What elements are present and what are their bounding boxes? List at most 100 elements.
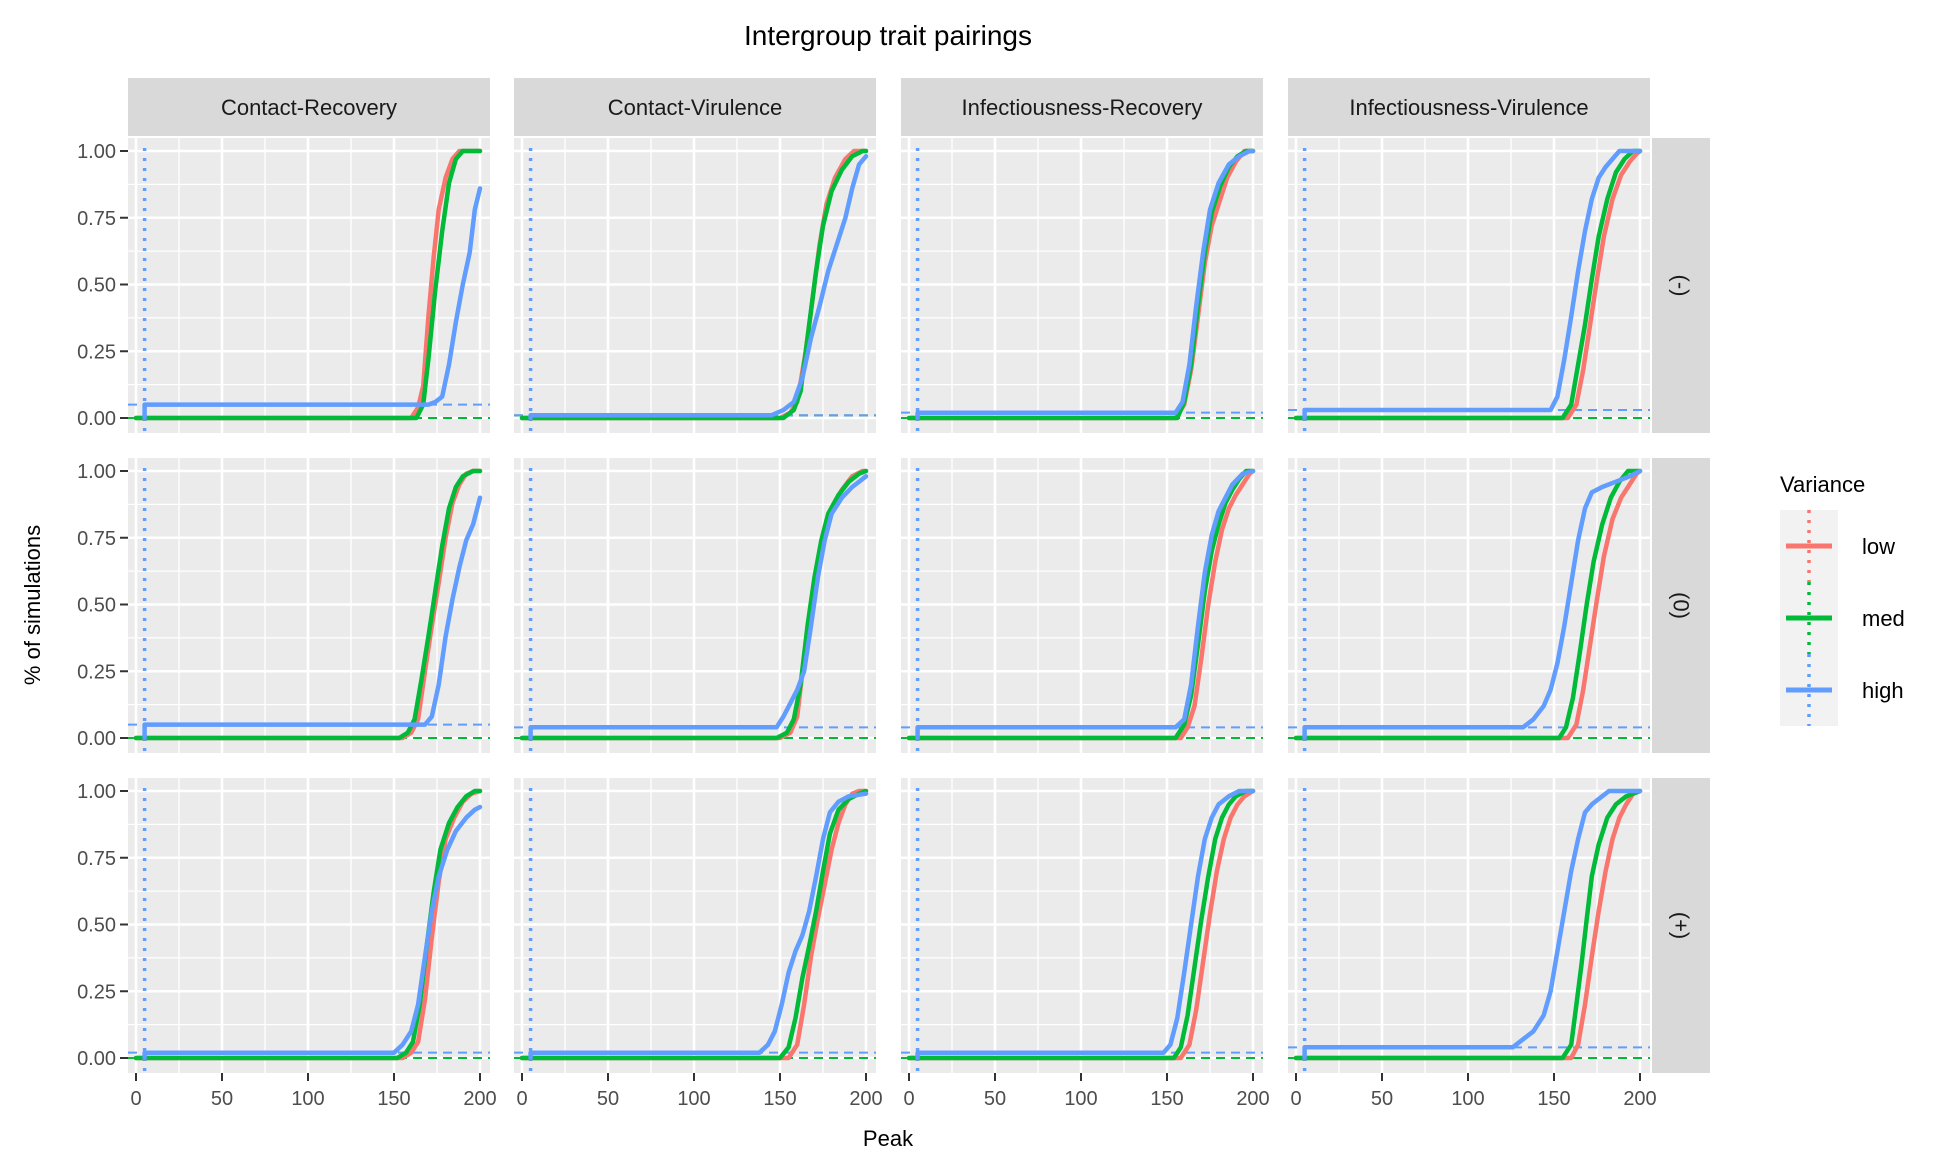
series-line-high bbox=[528, 474, 869, 741]
series-line-high bbox=[1302, 148, 1643, 421]
series-line-med bbox=[133, 148, 483, 421]
x-tick-label: 200 bbox=[1623, 1088, 1656, 1110]
row-strip-label: (0) bbox=[1669, 592, 1694, 619]
y-tick-label: 0.75 bbox=[77, 208, 116, 230]
series-line-high bbox=[142, 495, 483, 741]
x-tick-label: 100 bbox=[1451, 1088, 1484, 1110]
y-tick-label: 0.25 bbox=[77, 981, 116, 1003]
facet-panel bbox=[514, 778, 876, 1073]
facet-panel bbox=[901, 778, 1263, 1073]
series-line-high bbox=[1302, 788, 1643, 1061]
facet-panel bbox=[128, 778, 490, 1073]
y-tick-label: 1.00 bbox=[77, 141, 116, 163]
series-line-med bbox=[906, 788, 1256, 1061]
x-tick-label: 0 bbox=[130, 1088, 141, 1110]
y-tick-label: 1.00 bbox=[77, 781, 116, 803]
series-line-low bbox=[1293, 148, 1643, 421]
y-tick-label: 0.25 bbox=[77, 661, 116, 683]
facet-panel bbox=[1288, 458, 1650, 753]
x-tick-label: 100 bbox=[291, 1088, 324, 1110]
legend-title: Variance bbox=[1780, 472, 1865, 497]
series-line-med bbox=[519, 468, 869, 741]
column-strip: Infectiousness-Virulence bbox=[1288, 78, 1650, 136]
x-tick-label: 100 bbox=[677, 1088, 710, 1110]
x-axis-title: Peak bbox=[863, 1126, 914, 1151]
y-tick-label: 0.75 bbox=[77, 528, 116, 550]
series-line-high bbox=[528, 791, 869, 1061]
x-tick-label: 150 bbox=[377, 1088, 410, 1110]
facet-panel bbox=[128, 138, 490, 433]
x-tick-label: 0 bbox=[903, 1088, 914, 1110]
column-strip-label: Contact-Recovery bbox=[221, 95, 397, 120]
x-tick-label: 50 bbox=[597, 1088, 619, 1110]
plot-area: Contact-Recovery Contact-Virulence Infecti… bbox=[77, 78, 1710, 1110]
series-line-high bbox=[915, 148, 1256, 421]
y-tick-label: 1.00 bbox=[77, 461, 116, 483]
column-strip: Contact-Recovery bbox=[128, 78, 490, 136]
series-line-med bbox=[519, 788, 869, 1061]
series-line-med bbox=[1293, 148, 1643, 421]
series-line-med bbox=[133, 468, 483, 741]
column-strip-bg bbox=[128, 78, 490, 136]
legend-label: med bbox=[1862, 606, 1905, 631]
legend-label: low bbox=[1862, 534, 1895, 559]
row-strip-bg bbox=[1652, 458, 1710, 753]
x-tick-label: 200 bbox=[463, 1088, 496, 1110]
row-strip: (+) bbox=[1652, 778, 1710, 1073]
facet-panel bbox=[1288, 138, 1650, 433]
series-line-med bbox=[519, 148, 869, 421]
column-strip-bg bbox=[1288, 78, 1650, 136]
x-tick-label: 0 bbox=[516, 1088, 527, 1110]
y-tick-label: 0.00 bbox=[77, 408, 116, 430]
column-strip: Contact-Virulence bbox=[514, 78, 876, 136]
row-strip-bg bbox=[1652, 778, 1710, 1073]
facet-panel bbox=[514, 138, 876, 433]
series-line-low bbox=[1293, 468, 1643, 741]
legend-item-low: low bbox=[1780, 510, 1895, 582]
series-line-low bbox=[1293, 788, 1643, 1061]
x-tick-label: 100 bbox=[1064, 1088, 1097, 1110]
series-line-high bbox=[915, 788, 1256, 1061]
y-axis-title: % of simulations bbox=[20, 525, 45, 685]
y-tick-label: 0.00 bbox=[77, 1048, 116, 1070]
x-tick-label: 150 bbox=[1537, 1088, 1570, 1110]
column-strip-bg bbox=[901, 78, 1263, 136]
facet-panel bbox=[901, 458, 1263, 753]
legend-item-med: med bbox=[1780, 582, 1905, 654]
facet-panel bbox=[514, 458, 876, 753]
x-tick-label: 150 bbox=[1150, 1088, 1183, 1110]
x-tick-label: 50 bbox=[984, 1088, 1006, 1110]
x-tick-label: 50 bbox=[1371, 1088, 1393, 1110]
series-line-high bbox=[142, 186, 483, 421]
series-line-high bbox=[1302, 468, 1643, 741]
row-strip: (0) bbox=[1652, 458, 1710, 753]
column-strip-label: Contact-Virulence bbox=[608, 95, 782, 120]
facet-panel bbox=[128, 458, 490, 753]
y-tick-label: 0.50 bbox=[77, 275, 116, 297]
series-line-high bbox=[142, 804, 483, 1061]
x-tick-label: 200 bbox=[849, 1088, 882, 1110]
series-line-low bbox=[906, 788, 1256, 1061]
facet-panel bbox=[1288, 778, 1650, 1073]
x-tick-label: 200 bbox=[1236, 1088, 1269, 1110]
row-strip-label: (-) bbox=[1669, 275, 1694, 297]
x-tick-label: 50 bbox=[211, 1088, 233, 1110]
chart-title: Intergroup trait pairings bbox=[744, 20, 1032, 51]
column-strip-label: Infectiousness-Virulence bbox=[1349, 95, 1588, 120]
column-strip-label: Infectiousness-Recovery bbox=[962, 95, 1203, 120]
legend-label: high bbox=[1862, 678, 1904, 703]
series-line-high bbox=[915, 468, 1256, 741]
y-tick-label: 0.50 bbox=[77, 595, 116, 617]
column-strip-bg bbox=[514, 78, 876, 136]
legend: Variance low med high bbox=[1780, 472, 1905, 726]
y-tick-label: 0.25 bbox=[77, 341, 116, 363]
y-tick-label: 0.50 bbox=[77, 915, 116, 937]
y-tick-label: 0.00 bbox=[77, 728, 116, 750]
y-tick-label: 0.75 bbox=[77, 848, 116, 870]
facet-panel bbox=[901, 138, 1263, 433]
x-tick-label: 150 bbox=[763, 1088, 796, 1110]
series-line-high bbox=[528, 154, 869, 421]
legend-item-high: high bbox=[1780, 654, 1904, 726]
x-tick-label: 0 bbox=[1290, 1088, 1301, 1110]
